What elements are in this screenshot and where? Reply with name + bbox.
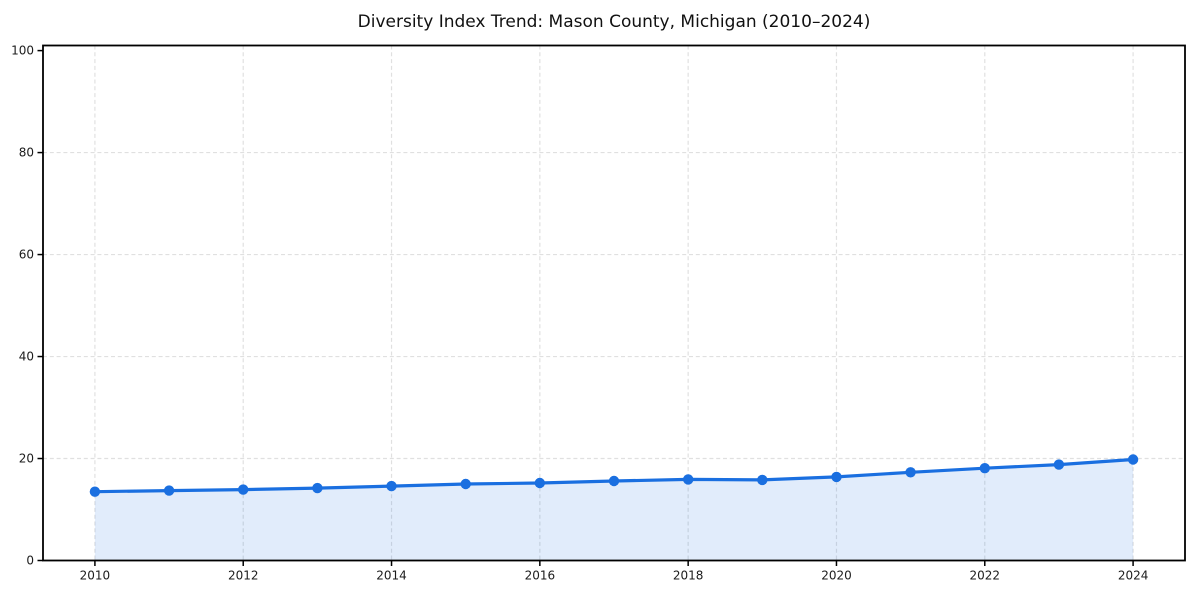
data-point-marker bbox=[683, 474, 694, 485]
data-point-marker bbox=[757, 474, 768, 486]
x-tick-label: 2022 bbox=[970, 569, 1001, 583]
y-tick-label: 60 bbox=[19, 248, 34, 262]
data-point-marker bbox=[386, 480, 397, 492]
data-point-marker bbox=[831, 471, 842, 483]
data-point-marker bbox=[163, 485, 175, 496]
x-tick-label: 2016 bbox=[525, 569, 556, 583]
x-tick-label: 2010 bbox=[80, 569, 111, 583]
y-tick-label: 20 bbox=[19, 452, 34, 466]
data-point-marker bbox=[89, 486, 101, 497]
data-point-marker bbox=[460, 478, 471, 490]
x-tick-label: 2018 bbox=[673, 569, 704, 583]
chart-title: Diversity Index Trend: Mason County, Mic… bbox=[357, 12, 871, 32]
data-point-marker bbox=[1127, 454, 1139, 465]
x-tick-label: 2024 bbox=[1118, 569, 1149, 583]
y-tick-label: 80 bbox=[19, 146, 34, 160]
data-point-marker bbox=[608, 475, 620, 487]
x-tick-label: 2014 bbox=[376, 569, 407, 583]
x-tick-label: 2020 bbox=[821, 569, 852, 583]
data-point-marker bbox=[979, 463, 990, 474]
data-point-marker bbox=[534, 477, 545, 489]
area-fill bbox=[94, 459, 1134, 561]
data-point-marker bbox=[905, 467, 916, 478]
x-tick-label: 2012 bbox=[228, 569, 259, 583]
y-tick-label: 100 bbox=[11, 44, 34, 58]
y-tick-label: 0 bbox=[26, 554, 34, 568]
y-tick-label: 40 bbox=[19, 350, 34, 364]
data-point-marker bbox=[1053, 459, 1065, 470]
plot-border bbox=[42, 44, 1186, 562]
data-point-marker bbox=[238, 484, 249, 495]
data-point-marker bbox=[312, 482, 323, 494]
